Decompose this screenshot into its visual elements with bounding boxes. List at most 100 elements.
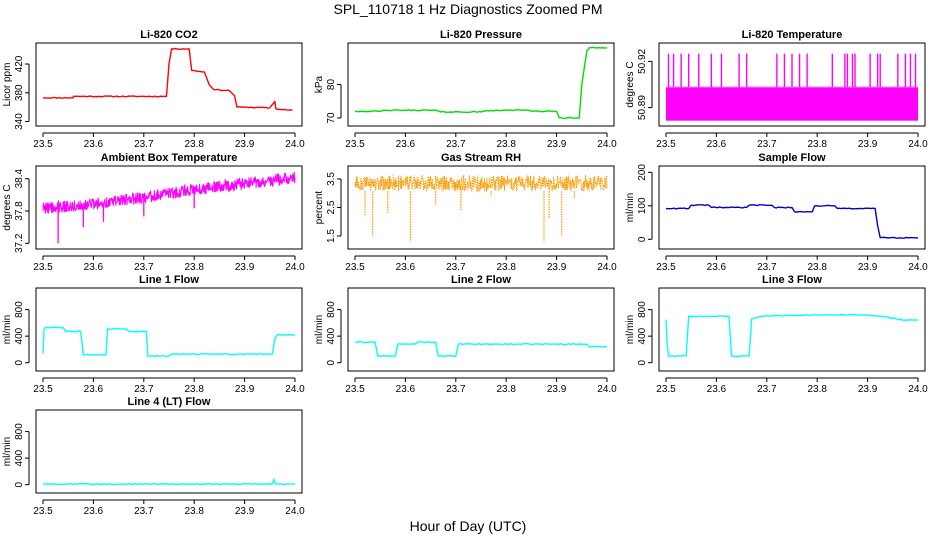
y-tick-label: 0	[637, 359, 648, 365]
series-li-820-pressure	[354, 46, 608, 120]
panel-line-4-lt-flow: Line 4 (LT) Flow 23.5 23.6 23.7 23.8 23.9 24.0…	[2, 396, 305, 517]
series-line	[665, 204, 919, 239]
y-tick-label: 0	[14, 359, 25, 365]
y-tick-label: 80	[326, 79, 337, 91]
y-axis-label: ml/min	[2, 437, 13, 466]
x-tick-label: 23.9	[547, 139, 567, 150]
x-tick-label: 24.0	[908, 139, 928, 150]
x-tick-label: 23.8	[496, 262, 516, 273]
x-tick-label: 23.5	[345, 139, 365, 150]
y-axis-label: ml/min	[314, 315, 325, 344]
x-tick-label: 23.6	[707, 262, 727, 273]
x-tick-label: 23.8	[496, 139, 516, 150]
plot-frame	[347, 42, 615, 127]
y-tick-label: 800	[14, 301, 25, 318]
panel-line-2-flow: Line 2 Flow 23.5 23.6 23.7 23.8 23.9 24.0 0 400 8…	[314, 274, 617, 395]
series-line	[354, 340, 608, 358]
x-tick-label: 23.6	[84, 139, 104, 150]
x-tick-label: 23.8	[184, 139, 204, 150]
y-tick-label: 1.5	[326, 229, 337, 243]
y-tick-label: 200	[637, 164, 648, 181]
x-tick-label: 23.6	[84, 506, 104, 517]
y-tick-label: 0	[326, 359, 337, 365]
panel-title: Sample Flow	[758, 152, 826, 164]
plot-frame	[35, 42, 303, 127]
y-axis-label: Licor ppm	[2, 63, 13, 107]
plot-frame	[35, 165, 303, 250]
series-line-4-lt-flow	[42, 478, 296, 486]
series-line	[42, 47, 293, 111]
x-tick-label: 23.7	[446, 139, 466, 150]
x-tick-label: 23.5	[33, 139, 53, 150]
panel-title: Li-820 Pressure	[440, 29, 522, 41]
series-gas-stream-rh	[354, 174, 608, 242]
x-tick-label: 23.5	[656, 262, 676, 273]
x-tick-label: 23.8	[496, 384, 516, 395]
series-line-1-flow	[42, 326, 296, 358]
y-tick-label: 400	[637, 327, 648, 344]
y-tick-label: 0	[14, 481, 25, 487]
panel-ambient-box-temperature: Ambient Box Temperature 23.5 23.6 23.7 23.8 2…	[2, 152, 305, 273]
x-tick-label: 24.0	[285, 506, 305, 517]
panel-li-820-pressure: Li-820 Pressure 23.5 23.6 23.7 23.8 23.9 24.0 7…	[314, 29, 617, 150]
figure-title: SPL_110718 1 Hz Diagnostics Zoomed PM	[334, 1, 603, 17]
x-tick-label: 23.9	[547, 384, 567, 395]
y-tick-label: 400	[14, 327, 25, 344]
panel-sample-flow: Sample Flow 23.5 23.6 23.7 23.8 23.9 24.0 0 100 2…	[625, 152, 928, 273]
plot-frame	[35, 287, 303, 372]
plot-frame	[35, 409, 303, 494]
series-sample-flow	[665, 204, 919, 239]
x-tick-label: 23.7	[134, 139, 154, 150]
y-tick-label: 100	[637, 197, 648, 214]
y-tick-label: 340	[14, 113, 25, 130]
signal-band	[666, 87, 918, 121]
x-tick-label: 23.6	[707, 384, 727, 395]
y-axis-label: degrees C	[2, 184, 13, 230]
x-tick-label: 23.9	[858, 384, 878, 395]
y-axis-label: kPa	[314, 75, 325, 93]
x-tick-label: 24.0	[285, 384, 305, 395]
x-tick-label: 23.6	[396, 262, 416, 273]
x-tick-label: 23.6	[396, 384, 416, 395]
y-tick-label: 38.4	[14, 169, 25, 189]
plot-frame	[347, 287, 615, 372]
y-tick-label: 800	[637, 301, 648, 318]
y-tick-label: 50.89	[637, 95, 648, 120]
panel-title: Line 3 Flow	[762, 274, 822, 286]
y-tick-label: 400	[326, 327, 337, 344]
x-tick-label: 23.5	[656, 384, 676, 395]
panel-title: Li-820 CO2	[140, 29, 197, 41]
y-tick-label: 2.5	[326, 200, 337, 214]
x-tick-label: 23.6	[84, 384, 104, 395]
series-li-820-temperature	[666, 53, 918, 121]
x-tick-label: 23.9	[858, 139, 878, 150]
x-tick-label: 24.0	[908, 262, 928, 273]
x-tick-label: 23.7	[757, 262, 777, 273]
panel-title: Line 1 Flow	[139, 274, 199, 286]
series-line	[42, 326, 296, 358]
panel-title: Li-820 Temperature	[742, 29, 843, 41]
panel-title: Gas Stream RH	[441, 152, 521, 164]
panel-gas-stream-rh: Gas Stream RH 23.5 23.6 23.7 23.8 23.9 24.0 1.5…	[314, 152, 617, 273]
series-line	[665, 313, 919, 358]
x-tick-label: 23.8	[807, 262, 827, 273]
x-tick-label: 23.9	[235, 506, 255, 517]
series-line-2-flow	[354, 340, 608, 358]
panel-title: Ambient Box Temperature	[101, 152, 238, 164]
y-tick-label: 800	[14, 423, 25, 440]
x-tick-label: 23.9	[858, 262, 878, 273]
x-tick-label: 23.6	[84, 262, 104, 273]
x-tick-label: 24.0	[908, 384, 928, 395]
panel-li-820-temperature: Li-820 Temperature 23.5 23.6 23.7 23.8 23.9 24…	[625, 29, 928, 150]
plot-frame	[658, 287, 926, 372]
y-tick-label: 70	[326, 112, 337, 124]
x-tick-label: 23.7	[446, 384, 466, 395]
x-tick-label: 23.7	[446, 262, 466, 273]
x-tick-label: 23.5	[33, 384, 53, 395]
series-line	[42, 171, 296, 214]
series-line	[42, 478, 296, 486]
panel-title: Line 2 Flow	[451, 274, 511, 286]
x-tick-label: 23.8	[184, 384, 204, 395]
x-tick-label: 23.5	[345, 262, 365, 273]
